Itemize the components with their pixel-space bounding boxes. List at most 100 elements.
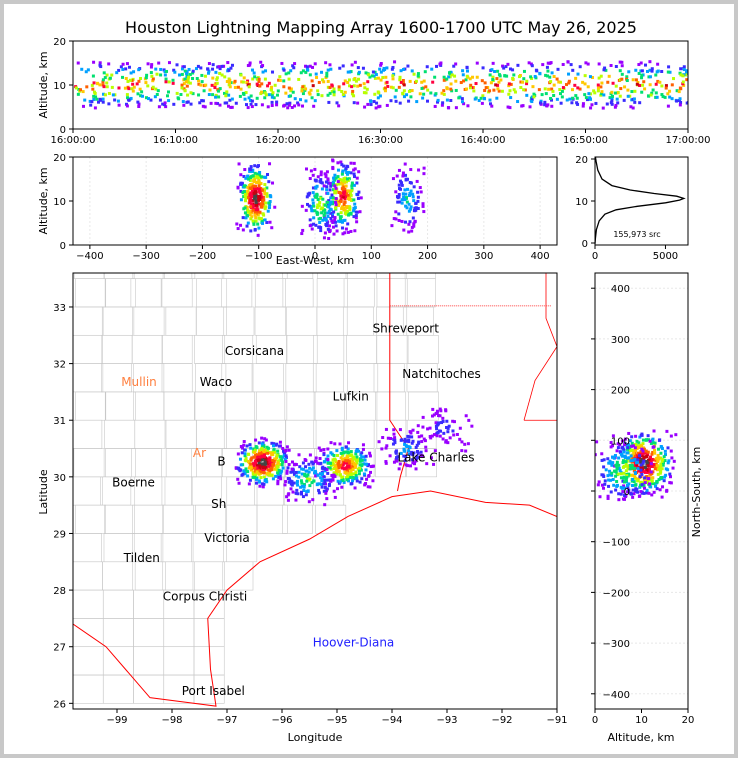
density-cell bbox=[402, 454, 406, 458]
density-cell bbox=[94, 95, 98, 99]
density-cell bbox=[276, 479, 280, 483]
density-cell bbox=[308, 453, 312, 457]
density-cell bbox=[451, 429, 455, 433]
density-cell bbox=[652, 465, 656, 469]
density-cell bbox=[625, 476, 629, 480]
density-cell bbox=[237, 481, 241, 485]
density-cell bbox=[621, 476, 625, 480]
density-cell bbox=[585, 98, 589, 102]
density-cell bbox=[449, 82, 453, 86]
density-cell bbox=[240, 451, 244, 455]
density-cell bbox=[410, 441, 414, 445]
density-cell bbox=[260, 195, 264, 199]
density-cell bbox=[426, 427, 430, 431]
density-cell bbox=[331, 225, 335, 229]
time-alt-tick-label: 0 bbox=[60, 125, 66, 136]
density-cell bbox=[92, 81, 96, 85]
density-cell bbox=[375, 101, 379, 105]
city-label: Ar bbox=[193, 446, 206, 460]
density-cell bbox=[270, 85, 274, 89]
density-cell bbox=[307, 462, 311, 466]
density-cell bbox=[115, 71, 119, 75]
density-cell bbox=[649, 93, 653, 97]
density-cell bbox=[354, 214, 358, 218]
density-cell bbox=[422, 210, 426, 214]
density-cell bbox=[300, 467, 304, 471]
density-cell bbox=[363, 483, 367, 487]
density-cell bbox=[394, 190, 398, 194]
density-cell bbox=[334, 224, 338, 228]
density-cell bbox=[410, 225, 414, 229]
density-cell bbox=[457, 96, 461, 100]
density-cell bbox=[348, 212, 352, 216]
density-cell bbox=[265, 220, 269, 224]
density-cell bbox=[587, 92, 591, 96]
density-cell bbox=[307, 500, 311, 504]
density-cell bbox=[398, 462, 402, 466]
density-cell bbox=[207, 93, 211, 97]
density-cell bbox=[253, 448, 257, 452]
density-cell bbox=[567, 72, 571, 76]
density-cell bbox=[131, 82, 135, 86]
density-cell bbox=[328, 188, 332, 192]
density-cell bbox=[280, 463, 284, 467]
density-cell bbox=[349, 469, 353, 473]
density-cell bbox=[323, 172, 327, 176]
density-cell bbox=[623, 455, 627, 459]
density-cell bbox=[649, 460, 653, 464]
longitude-tick-label: −94 bbox=[381, 715, 402, 726]
density-cell bbox=[421, 425, 425, 429]
density-cell bbox=[294, 474, 298, 478]
density-cell bbox=[665, 489, 669, 493]
density-cell bbox=[317, 446, 321, 450]
density-cell bbox=[246, 174, 250, 178]
density-cell bbox=[295, 481, 299, 485]
density-cell bbox=[409, 207, 413, 211]
density-cell bbox=[223, 91, 227, 95]
density-cell bbox=[621, 445, 625, 449]
density-cell bbox=[263, 218, 267, 222]
density-cell bbox=[630, 479, 634, 483]
density-cell bbox=[255, 186, 259, 190]
hist-tick-label: 0 bbox=[592, 251, 598, 262]
density-cell bbox=[450, 89, 454, 93]
density-cell bbox=[365, 87, 369, 91]
density-cell bbox=[300, 481, 304, 485]
density-cell bbox=[342, 480, 346, 484]
density-cell bbox=[333, 173, 337, 177]
density-cell bbox=[304, 64, 308, 68]
density-cell bbox=[500, 89, 504, 93]
density-cell bbox=[314, 456, 318, 460]
density-cell bbox=[354, 79, 358, 83]
density-cell bbox=[339, 198, 343, 202]
density-cell bbox=[624, 460, 628, 464]
density-cell bbox=[640, 466, 644, 470]
density-cell bbox=[328, 63, 332, 67]
density-cell bbox=[636, 477, 640, 481]
density-cell bbox=[352, 209, 356, 213]
density-cell bbox=[483, 88, 487, 92]
density-cell bbox=[586, 62, 590, 66]
density-cell bbox=[389, 85, 393, 89]
time-height-axes: 16:00:00 16:10:00 16:20:00 16:30:00 16:40:00… bbox=[51, 37, 711, 146]
density-cell bbox=[648, 439, 652, 443]
density-cell bbox=[263, 479, 267, 483]
density-cell bbox=[256, 176, 260, 180]
density-cell bbox=[243, 454, 247, 458]
density-cell bbox=[242, 440, 246, 444]
density-cell bbox=[293, 97, 297, 101]
density-cell bbox=[351, 464, 355, 468]
density-cell bbox=[512, 88, 516, 92]
density-cell bbox=[643, 481, 647, 485]
density-cell bbox=[638, 475, 642, 479]
density-cell bbox=[499, 78, 503, 82]
density-cell bbox=[633, 453, 637, 457]
density-cell bbox=[350, 189, 354, 193]
density-cell bbox=[452, 420, 456, 424]
density-cell bbox=[256, 233, 260, 237]
density-cell bbox=[629, 459, 633, 463]
density-cell bbox=[409, 452, 413, 456]
density-cell bbox=[452, 433, 456, 437]
density-cell bbox=[608, 96, 612, 100]
